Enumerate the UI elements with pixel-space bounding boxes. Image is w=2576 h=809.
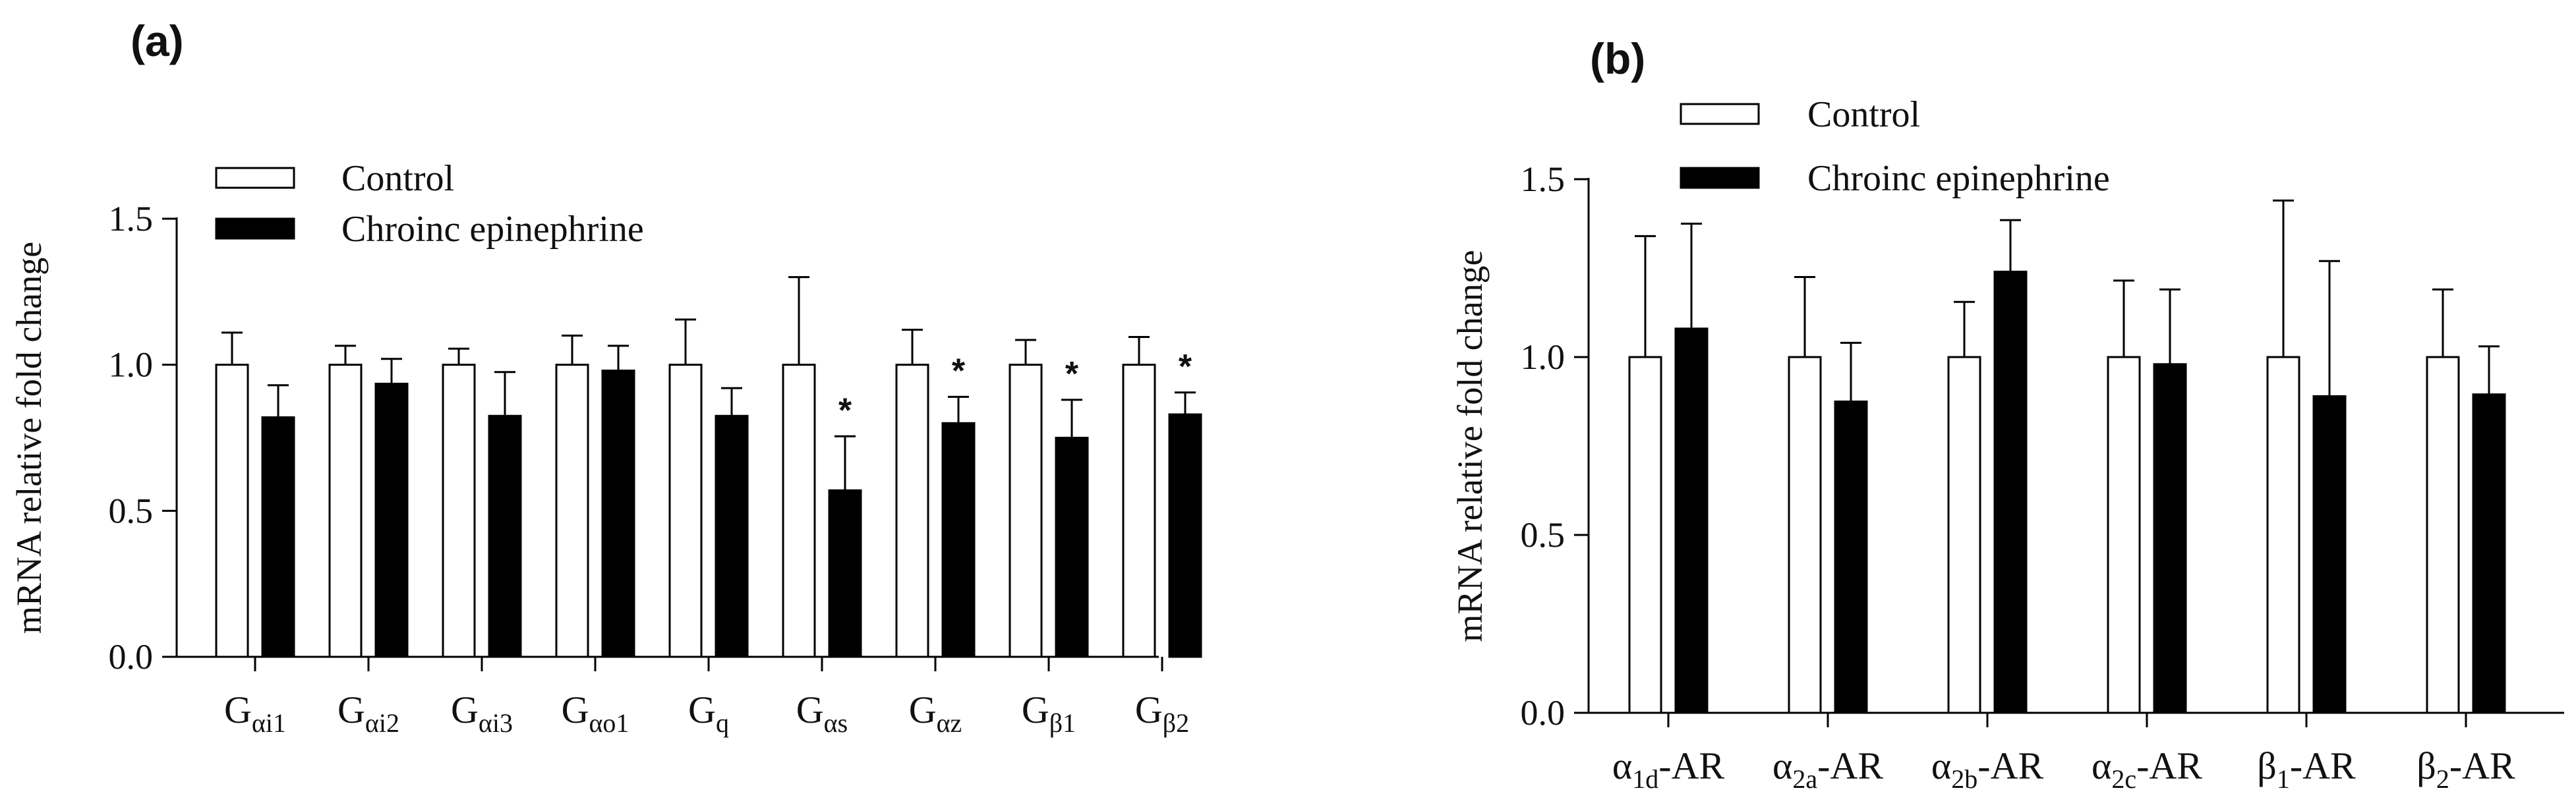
panel-a-bar-treatment	[715, 414, 749, 658]
panel-b-bar-treatment	[2472, 393, 2506, 714]
panel-a-category-label: Gαz	[909, 688, 962, 738]
panel-a-chart: (a) 0.0 0.5 1.0 1.5 mRNA relative fold change…	[9, 16, 1202, 738]
panel-a-category-label: Gαi2	[337, 688, 399, 738]
panel-a-significance-marker: *	[838, 391, 852, 430]
panel-b-y-axis-label: mRNA relative fold change	[1450, 250, 1490, 642]
panel-b-chart: (b) 0.0 0.5 1.0 1.5 mRNA relative fold change…	[1450, 34, 2564, 794]
panel-b-y-tick-label: 0.5	[1521, 515, 1566, 555]
panel-b-bar-control	[2107, 356, 2141, 714]
panel-a-category-label: Gαi1	[224, 688, 286, 738]
panel-a-legend-swatch-treatment	[215, 217, 295, 240]
panel-a-bar-treatment	[828, 489, 862, 658]
panel-a-bar-control	[328, 364, 363, 658]
panel-b-bar-control	[2266, 356, 2300, 714]
panel-a-bar-treatment	[1168, 413, 1202, 658]
panel-b-label: (b)	[1590, 34, 1645, 83]
panel-a-bar-control	[215, 364, 249, 658]
panel-b-category-label: α2c-AR	[2092, 744, 2202, 794]
panel-b-bar-treatment	[2312, 395, 2347, 714]
panel-a-bar-control	[668, 364, 703, 658]
panel-a-legend-swatch-control	[215, 167, 295, 189]
panel-b-category-label: α1d-AR	[1612, 744, 1725, 794]
panel-a-category-label: Gβ1	[1022, 688, 1076, 738]
panel-a-y-tick-label: 0.5	[109, 491, 154, 530]
panel-a-y-tick-label: 1.0	[109, 345, 154, 385]
panel-b-legend-swatch-treatment	[1680, 167, 1760, 189]
panel-b-bar-treatment	[1674, 327, 1709, 714]
panel-b-y-tick-label: 1.0	[1521, 337, 1566, 377]
panel-a-category-label: Gαo1	[562, 688, 629, 738]
panel-b-bar-treatment	[1834, 401, 1868, 714]
panel-a-y-tick-label: 1.5	[109, 199, 154, 238]
panel-b-bar-treatment	[1993, 270, 2028, 714]
panel-a-y-axis-label: mRNA relative fold change	[9, 242, 49, 634]
panel-b-category-label: β1-AR	[2257, 744, 2356, 794]
panel-a-legend-label-control: Control	[341, 158, 454, 199]
panel-a-significance-marker: *	[952, 352, 966, 390]
panel-a-bar-control	[1122, 364, 1156, 658]
panel-b-category-label: β2-AR	[2416, 744, 2515, 794]
panel-b-y-tick-label: 0.0	[1521, 693, 1566, 733]
panel-a-label: (a)	[131, 16, 184, 65]
panel-a-bar-treatment	[941, 422, 976, 658]
panel-a-category-label: Gαs	[796, 688, 848, 738]
panel-b-y-tick-label: 1.5	[1521, 159, 1566, 199]
panel-a-bar-control	[442, 364, 476, 658]
panel-a-category-label: Gq	[688, 688, 729, 738]
panel-a-category-label: Gαi3	[451, 688, 513, 738]
panel-a-bar-treatment	[261, 416, 295, 658]
panel-a-bar-treatment	[374, 382, 409, 658]
panel-a-significance-marker: *	[1179, 348, 1192, 386]
panel-b-category-label: α2a-AR	[1772, 744, 1883, 794]
panel-a-legend-label-treatment: Chroinc epinephrine	[341, 209, 644, 250]
panel-a-bar-control	[1009, 364, 1043, 658]
panel-a-bar-control	[555, 364, 589, 658]
panel-a-category-label: Gβ2	[1135, 688, 1189, 738]
panel-b-bar-control	[1947, 356, 1981, 714]
panel-a-bar-control	[895, 364, 929, 658]
panel-b-bar-control	[2426, 356, 2460, 714]
panel-b-legend-label-treatment: Chroinc epinephrine	[1807, 158, 2110, 199]
panel-b-legend-label-control: Control	[1807, 94, 1920, 135]
panel-a-bar-control	[782, 364, 816, 658]
panel-b-bar-control	[1628, 356, 1662, 714]
panel-b-bar-control	[1788, 356, 1822, 714]
panel-b-legend-swatch-control	[1680, 103, 1760, 125]
panel-b-bar-treatment	[2153, 363, 2187, 714]
panel-a-bar-treatment	[1055, 437, 1089, 658]
panel-a-bar-treatment	[601, 370, 635, 658]
panel-b-category-label: α2b-AR	[1931, 744, 2044, 794]
panel-a-bar-treatment	[488, 414, 522, 658]
panel-a-y-tick-label: 0.0	[109, 637, 154, 677]
panel-a-significance-marker: *	[1065, 355, 1079, 393]
